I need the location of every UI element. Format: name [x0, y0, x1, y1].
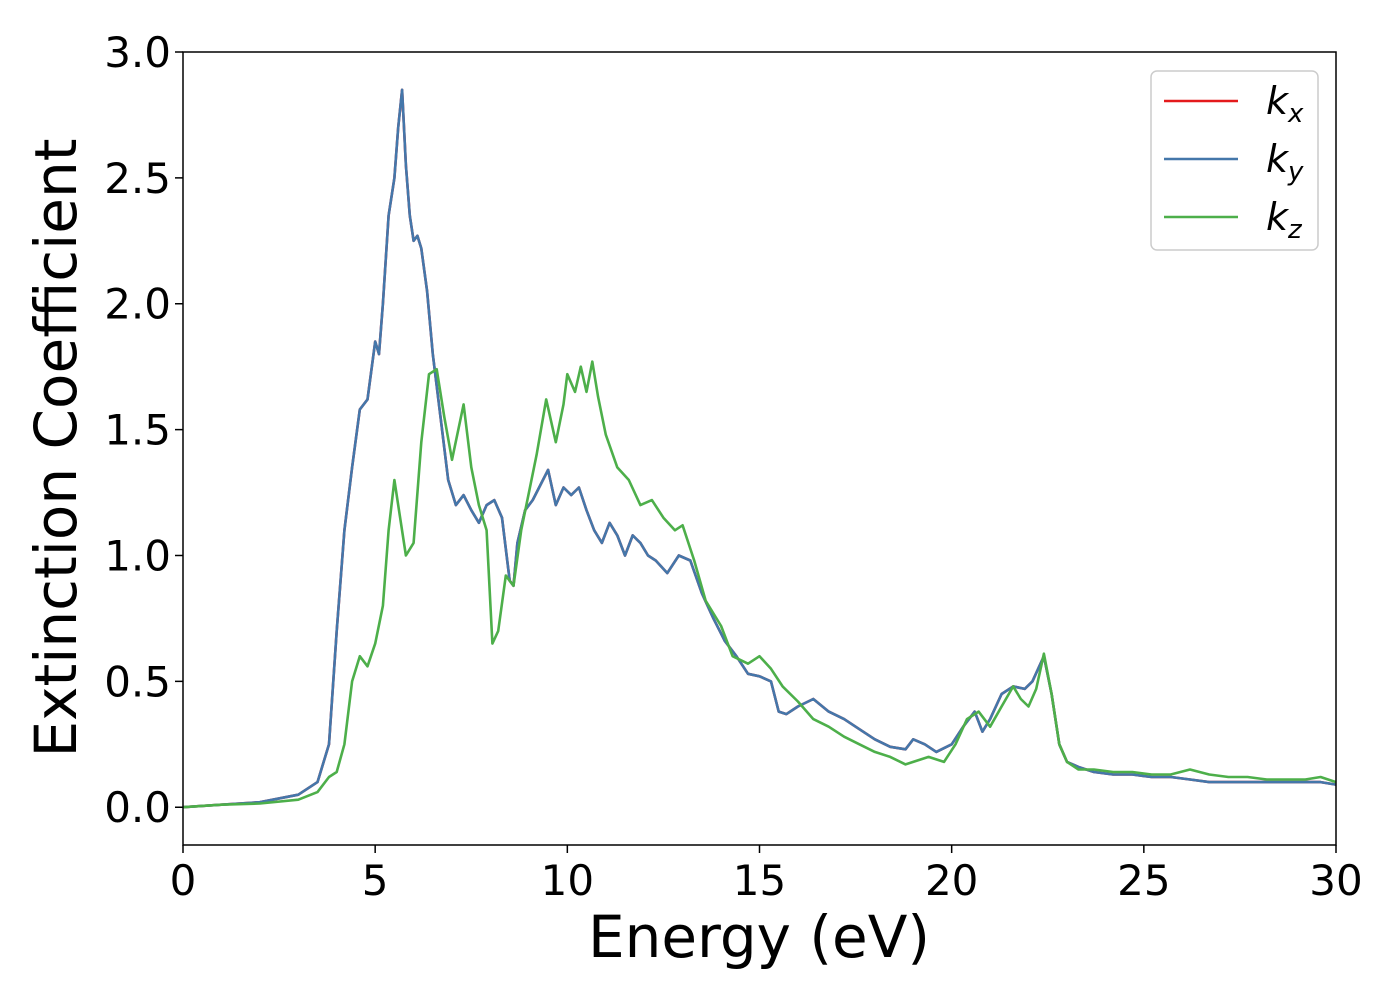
y-tick-label: 0.0	[104, 783, 171, 832]
y-axis-title: Extinction Coefficient	[22, 139, 90, 758]
x-tick-label: 10	[541, 856, 594, 905]
x-tick-label: 0	[170, 856, 197, 905]
y-tick-label: 1.0	[104, 531, 171, 580]
x-tick-label: 20	[925, 856, 978, 905]
x-tick-label: 5	[362, 856, 389, 905]
y-axis: 0.0 0.5 1.0 1.5 2.0 2.5 3.0	[104, 28, 183, 832]
legend: kx ky kz	[1150, 70, 1319, 251]
series-line-kz	[182, 360, 1337, 809]
x-tick-label: 25	[1117, 856, 1170, 905]
x-tick-label: 30	[1309, 856, 1362, 905]
y-tick-label: 3.0	[104, 28, 171, 77]
x-tick-label: 15	[733, 856, 786, 905]
x-axis: 0 5 10 15 20 25 30	[170, 845, 1363, 905]
legend-label-ky: ky	[1266, 137, 1304, 187]
y-tick-label: 0.5	[104, 657, 171, 706]
y-tick-label: 2.0	[104, 280, 171, 329]
legend-label-kx: kx	[1266, 79, 1304, 129]
y-tick-label: 1.5	[104, 406, 171, 455]
legend-label-kz: kz	[1266, 195, 1303, 245]
y-tick-label: 2.5	[104, 154, 171, 203]
legend-box	[1150, 70, 1319, 251]
series-layer	[182, 88, 1337, 809]
x-axis-title: Energy (eV)	[588, 903, 930, 971]
